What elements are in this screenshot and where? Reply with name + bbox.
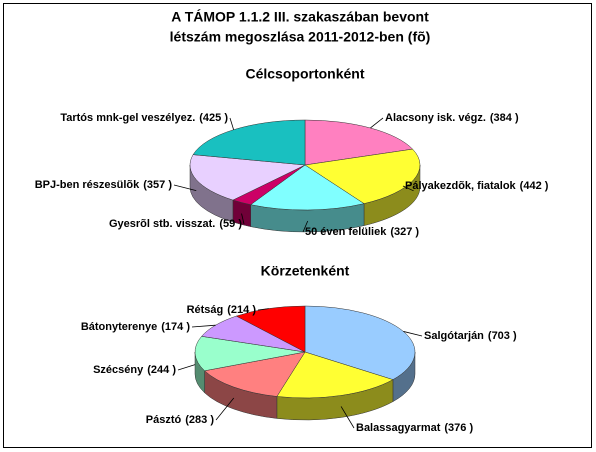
- category-label: Bátonyterenye: [81, 321, 157, 333]
- leader-line: [229, 117, 235, 130]
- data-label: Rétság (214 ): [187, 304, 257, 316]
- data-label: Pályakezdõk, fiatalok (442 ): [405, 180, 549, 192]
- leader-line: [191, 324, 216, 328]
- data-label: Bátonyterenye (174 ): [81, 321, 190, 333]
- pie-slice: [194, 336, 306, 372]
- category-label: Pásztó: [146, 414, 182, 426]
- chart-title: A TÁMOP 1.1.2 III. szakaszában bevont: [171, 9, 429, 25]
- data-label: Szécsény (244 ): [93, 364, 176, 376]
- leader-line: [340, 406, 355, 429]
- leader-line: [302, 220, 309, 233]
- pie-slice: [250, 164, 365, 211]
- category-label: Pályakezdõk, fiatalok: [405, 180, 517, 192]
- category-label: Rétság: [187, 304, 224, 316]
- category-label: Gyesrõl stb. visszat.: [109, 218, 215, 230]
- chart-subtitle: Körzetenként: [261, 263, 350, 279]
- leader-line: [403, 331, 423, 337]
- pie-slice: [204, 351, 306, 397]
- value-label: (703 ): [488, 330, 517, 342]
- leader-line: [215, 397, 235, 421]
- value-label: (174 ): [161, 321, 190, 333]
- category-label: 50 éven felüliek: [305, 226, 387, 238]
- leader-line: [402, 185, 414, 192]
- category-label: Szécsény: [93, 364, 144, 376]
- data-label: Gyesrõl stb. visszat. (59 ): [109, 218, 242, 230]
- category-label: Alacsony isk. végz.: [385, 112, 486, 124]
- pie-slice: [276, 351, 394, 399]
- pie-slice: [192, 119, 306, 166]
- pie-slice: [189, 154, 306, 201]
- leader-line: [177, 364, 196, 371]
- pie-tops: [194, 305, 416, 399]
- value-label: (376 ): [444, 422, 473, 434]
- data-label: Tartós mnk-gel veszélyez. (425 ): [60, 112, 228, 124]
- category-label: BPJ-ben részesülõk: [35, 179, 140, 191]
- value-label: (357 ): [143, 179, 172, 191]
- value-label: (442 ): [520, 180, 549, 192]
- category-label: Balassagyarmat: [356, 422, 441, 434]
- value-label: (244 ): [147, 364, 176, 376]
- category-label: Salgótarján: [424, 330, 484, 342]
- data-label: BPJ-ben részesülõk (357 ): [35, 179, 173, 191]
- data-label: 50 éven felüliek (327 ): [305, 226, 419, 238]
- value-label: (283 ): [185, 414, 214, 426]
- leader-line: [173, 184, 197, 192]
- pie-slice: [304, 148, 421, 204]
- category-label: Tartós mnk-gel veszélyez.: [60, 112, 195, 124]
- value-label: (425 ): [199, 112, 228, 124]
- leader-line: [370, 117, 384, 129]
- pie-slice: [235, 305, 306, 353]
- data-label: Balassagyarmat (376 ): [356, 422, 473, 434]
- value-label: (214 ): [227, 304, 256, 316]
- data-label: Alacsony isk. végz. (384 ): [385, 112, 519, 124]
- data-label: Salgótarján (703 ): [424, 330, 517, 342]
- pie-tops: [189, 119, 421, 211]
- leader-line: [241, 213, 245, 225]
- chart-subtitle: Célcsoportonként: [245, 66, 364, 82]
- value-label: (327 ): [390, 226, 419, 238]
- chart-title: létszám megoszlása 2011-2012-ben (fõ): [170, 29, 431, 45]
- leader-line: [257, 308, 269, 311]
- data-label: Pásztó (283 ): [146, 414, 215, 426]
- value-label: (384 ): [490, 112, 519, 124]
- value-label: (59 ): [219, 218, 242, 230]
